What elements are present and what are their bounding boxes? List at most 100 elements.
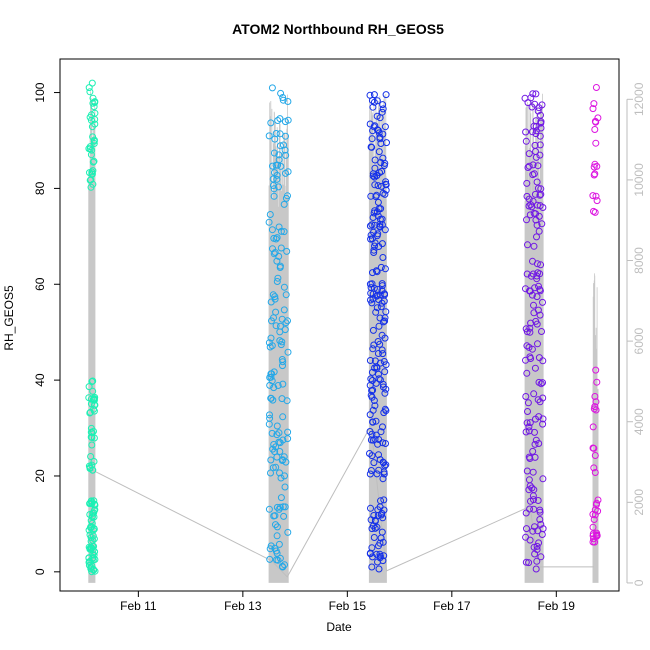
data-point xyxy=(591,126,599,133)
data-point xyxy=(380,496,388,504)
data-point xyxy=(86,143,94,151)
y-tick-label: 20 xyxy=(33,469,47,483)
data-point xyxy=(590,516,598,523)
x-tick-label: Feb 11 xyxy=(120,599,157,613)
data-point xyxy=(525,559,533,567)
data-point xyxy=(369,386,377,394)
data-point xyxy=(530,390,538,398)
data-point xyxy=(590,163,598,171)
data-point xyxy=(373,208,381,216)
data-point xyxy=(538,220,546,228)
data-point xyxy=(376,291,384,299)
data-point xyxy=(276,142,284,150)
data-point xyxy=(526,505,534,513)
data-point xyxy=(376,539,384,547)
data-point xyxy=(590,100,598,108)
data-point xyxy=(370,534,378,541)
data-point xyxy=(375,296,383,304)
data-point xyxy=(272,235,280,243)
data-point xyxy=(89,377,97,385)
data-point xyxy=(273,278,281,285)
data-point xyxy=(277,89,285,97)
data-point xyxy=(538,531,546,538)
data-point xyxy=(368,143,376,151)
data-point xyxy=(284,317,291,325)
data-point xyxy=(381,123,389,131)
data-point xyxy=(535,539,543,547)
data-point xyxy=(534,396,542,404)
data-point xyxy=(526,287,534,295)
data-point xyxy=(590,464,598,472)
data-point xyxy=(375,466,383,474)
data-point xyxy=(274,117,282,124)
data-point xyxy=(528,291,536,299)
data-point xyxy=(373,112,381,120)
data-point xyxy=(375,565,383,573)
data-point xyxy=(533,293,541,301)
data-point xyxy=(591,452,599,459)
data-point xyxy=(370,246,378,254)
data-point xyxy=(269,175,277,183)
data-point xyxy=(367,289,375,297)
data-point xyxy=(536,151,544,159)
data-point xyxy=(535,354,543,362)
data-point xyxy=(532,130,540,138)
data-point xyxy=(272,463,280,471)
data-point xyxy=(591,393,599,400)
data-point xyxy=(269,396,277,404)
data-point xyxy=(89,387,97,395)
data-point xyxy=(522,137,530,145)
data-point xyxy=(268,84,276,92)
data-point xyxy=(370,123,378,131)
y2-tick-label: 12000 xyxy=(632,82,646,116)
data-point xyxy=(273,532,281,540)
data-point xyxy=(90,136,98,144)
data-point xyxy=(528,345,536,353)
data-point xyxy=(381,265,389,273)
y2-tick-label: 0 xyxy=(632,579,646,586)
y-tick-label: 40 xyxy=(33,373,47,387)
y-tick-label: 0 xyxy=(33,568,47,575)
data-point xyxy=(532,90,540,98)
data-point xyxy=(266,414,274,422)
data-point xyxy=(90,434,98,442)
data-point xyxy=(533,320,541,328)
data-point xyxy=(366,470,374,478)
data-point xyxy=(531,440,539,448)
data-point xyxy=(265,218,273,226)
data-point xyxy=(87,428,95,436)
data-point xyxy=(273,431,281,439)
data-point xyxy=(534,497,542,504)
data-point xyxy=(86,145,94,153)
data-point xyxy=(379,254,387,261)
data-point xyxy=(380,409,388,417)
data-point xyxy=(370,98,378,106)
data-point xyxy=(267,119,275,127)
data-point xyxy=(593,499,601,507)
y-axis-label: RH_GEOS5 xyxy=(2,285,16,351)
data-point xyxy=(278,562,286,570)
data-point xyxy=(271,249,279,256)
data-point xyxy=(378,108,386,116)
data-point xyxy=(270,185,278,193)
data-point xyxy=(381,334,389,342)
data-point xyxy=(533,221,541,229)
data-point xyxy=(90,542,98,550)
data-point xyxy=(530,301,537,309)
data-point xyxy=(527,497,534,505)
y2-tick-label: 2000 xyxy=(632,489,646,516)
data-point xyxy=(525,423,533,431)
data-point xyxy=(283,247,291,255)
data-point xyxy=(368,135,376,143)
y2-tick-label: 6000 xyxy=(632,327,646,354)
data-point xyxy=(266,555,274,563)
data-point xyxy=(523,342,531,350)
data-point xyxy=(266,411,273,419)
data-point xyxy=(367,375,375,383)
data-point xyxy=(529,161,537,169)
data-point xyxy=(271,295,279,303)
data-point xyxy=(369,172,377,180)
data-point xyxy=(279,96,287,104)
data-point xyxy=(282,169,289,177)
data-point xyxy=(272,521,279,529)
